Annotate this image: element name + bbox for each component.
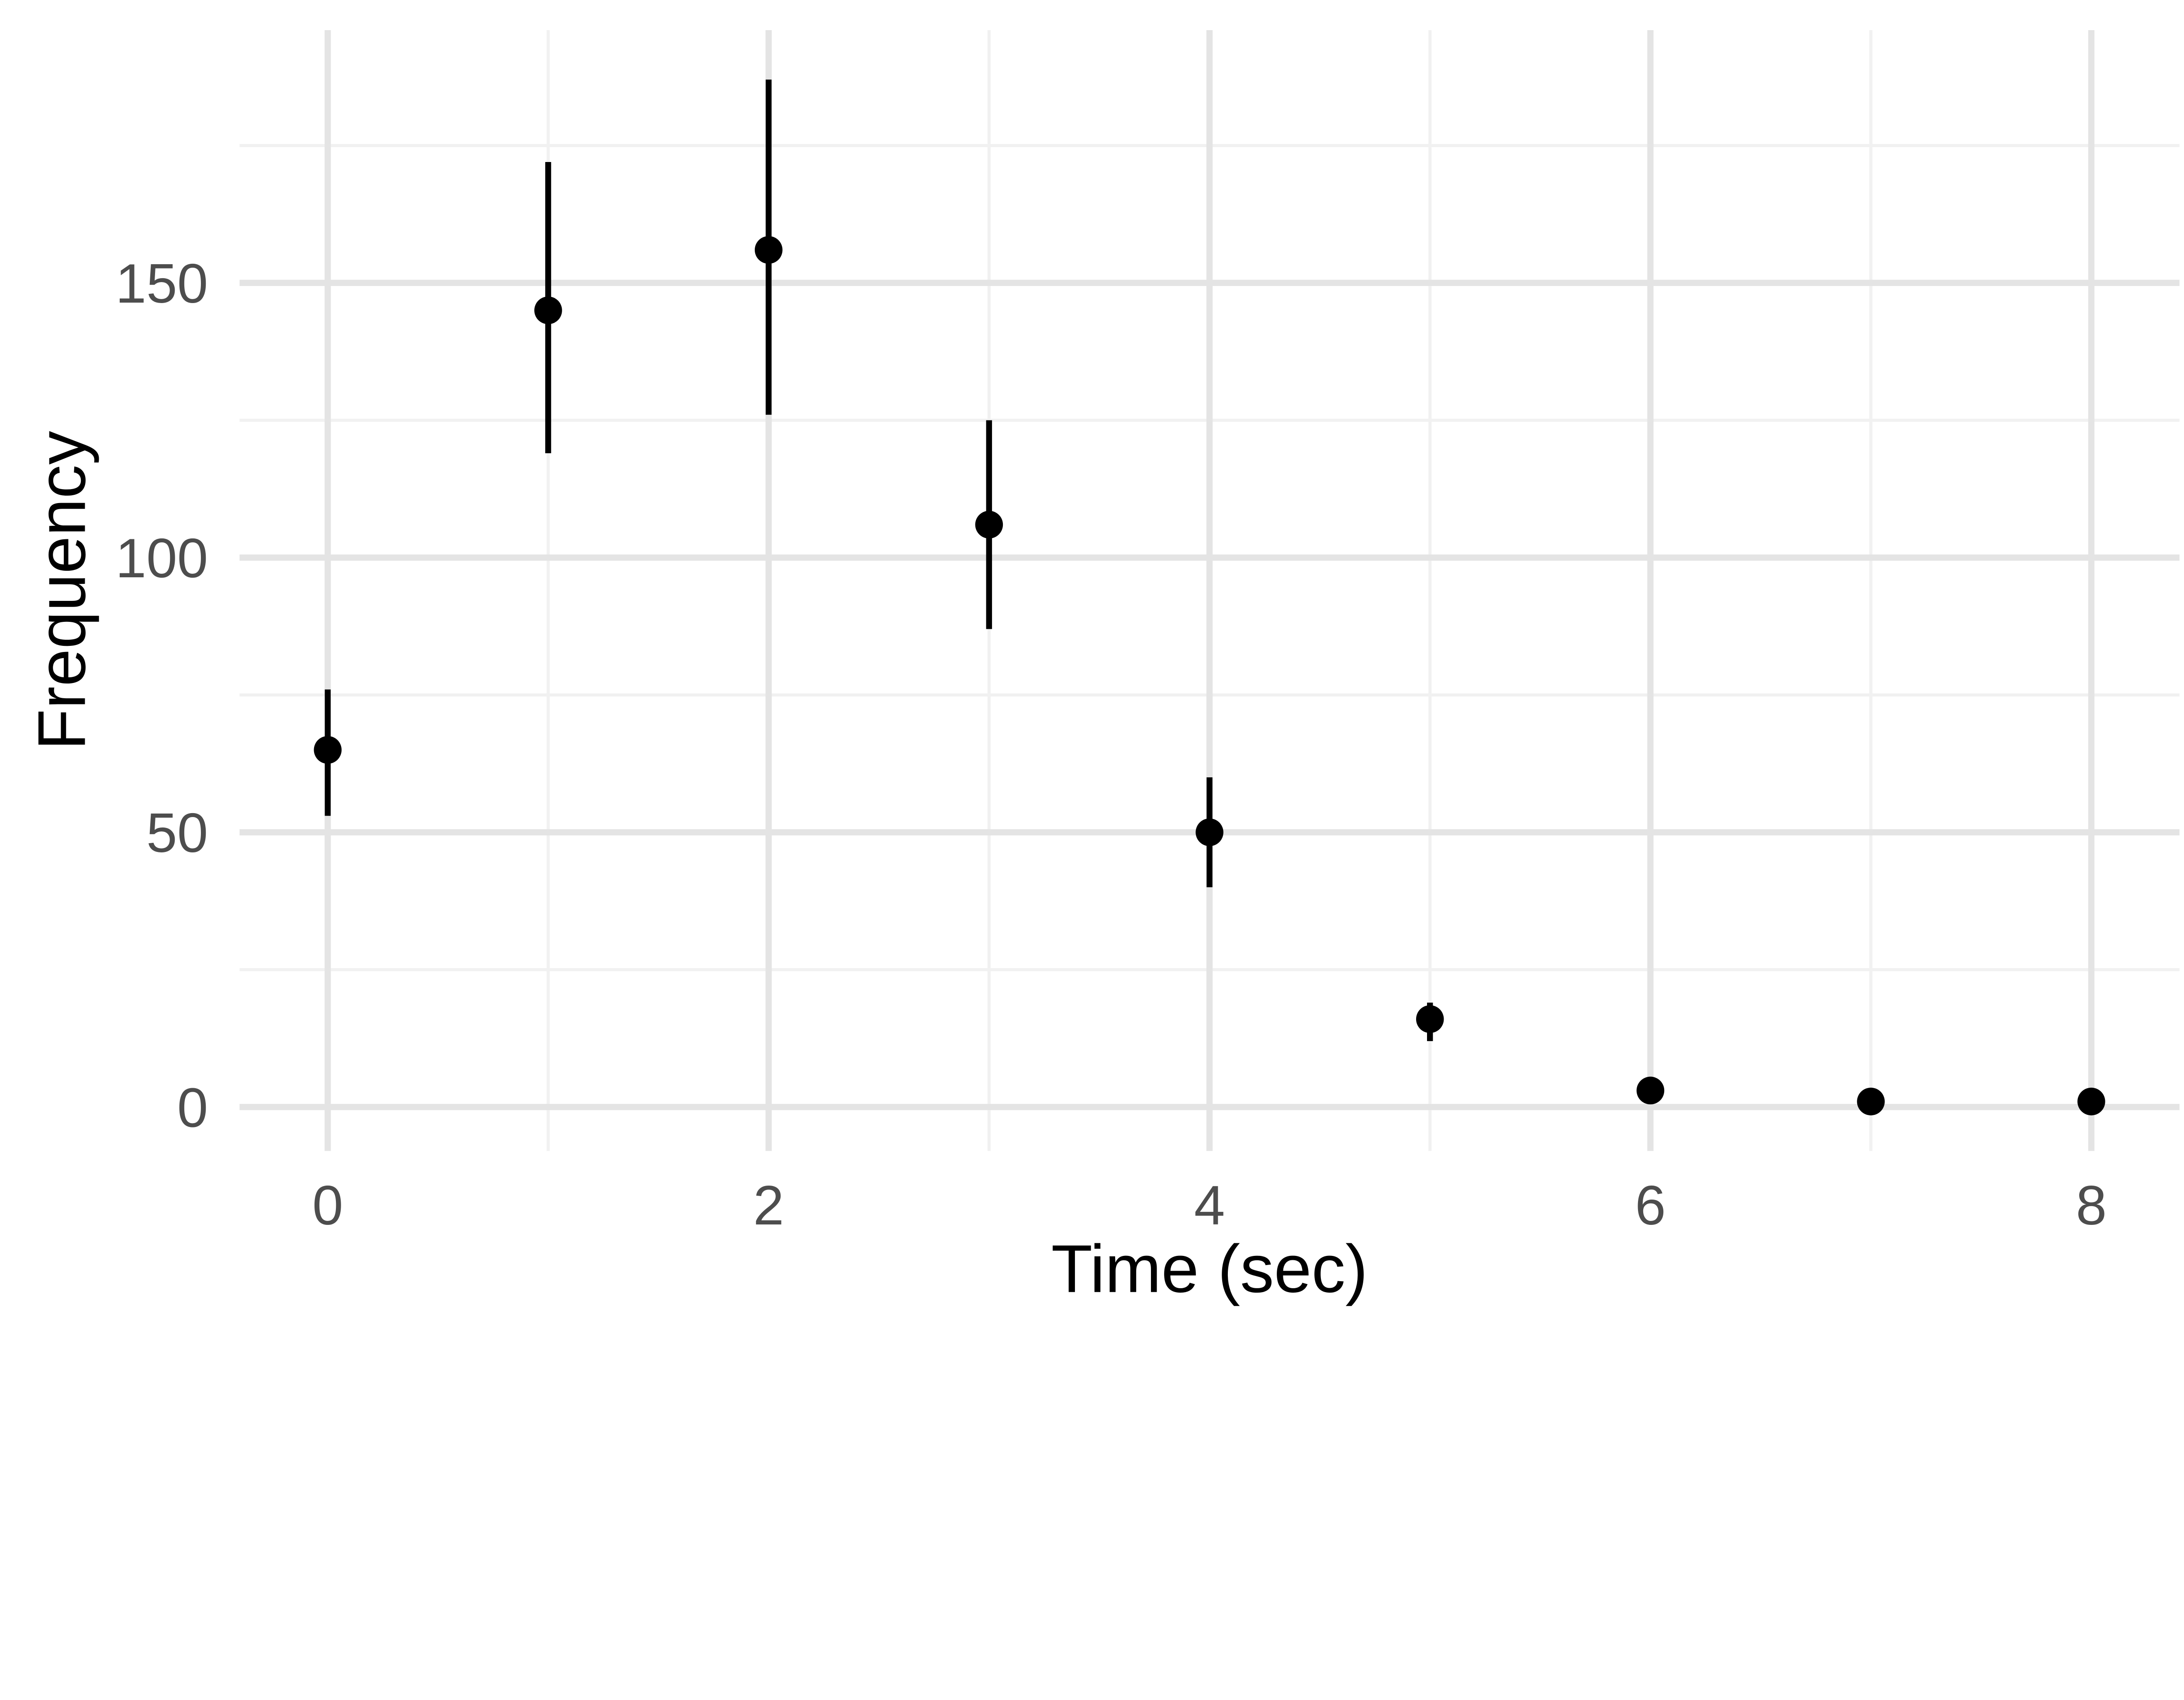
data-point bbox=[534, 296, 562, 324]
pointrange-chart: 0 2 4 6 8 0 50 100 150 Time (sec) Frequency bbox=[24, 30, 2180, 1307]
x-tick-label: 4 bbox=[1194, 1174, 1225, 1236]
x-axis-title: Time (sec) bbox=[1051, 1231, 1368, 1307]
data-point bbox=[1636, 1076, 1665, 1105]
data-point bbox=[2077, 1087, 2105, 1116]
data-point bbox=[1857, 1087, 1885, 1116]
y-tick-label: 100 bbox=[115, 527, 208, 589]
data-point bbox=[314, 736, 342, 764]
x-tick-label: 6 bbox=[1635, 1174, 1666, 1236]
x-axis-tick-labels: 0 2 4 6 8 bbox=[312, 1174, 2107, 1236]
chart-figure: 0 2 4 6 8 0 50 100 150 Time (sec) Frequency bbox=[24, 30, 2180, 1307]
data-points bbox=[314, 79, 2105, 1116]
data-point bbox=[975, 510, 1003, 539]
major-gridlines bbox=[239, 30, 2180, 1151]
data-point bbox=[754, 236, 783, 264]
x-tick-label: 0 bbox=[312, 1174, 343, 1236]
y-axis-title: Frequency bbox=[24, 431, 99, 750]
y-axis-tick-labels: 0 50 100 150 bbox=[115, 252, 208, 1138]
y-tick-label: 50 bbox=[146, 802, 208, 864]
data-point bbox=[1196, 818, 1223, 846]
y-tick-label: 0 bbox=[177, 1076, 208, 1138]
y-tick-label: 150 bbox=[115, 252, 208, 314]
x-tick-label: 2 bbox=[753, 1174, 784, 1236]
data-point bbox=[1416, 1005, 1444, 1033]
x-tick-label: 8 bbox=[2076, 1174, 2107, 1236]
